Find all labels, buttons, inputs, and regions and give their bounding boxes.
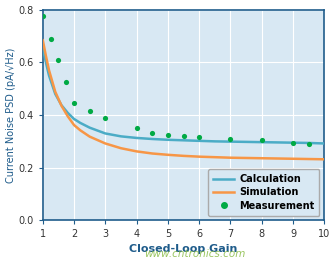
Point (228, 137, 233, 141)
Point (71, 101, 77, 105)
Point (259, 138, 264, 142)
Point (165, 133, 171, 137)
Point (290, 140, 296, 145)
Point (102, 116, 108, 120)
Point (40, 14, 45, 18)
X-axis label: Closed-Loop Gain: Closed-Loop Gain (129, 244, 238, 254)
Point (306, 142, 311, 146)
Point (197, 135, 202, 140)
Legend: Calculation, Simulation, Measurement: Calculation, Simulation, Measurement (208, 169, 320, 215)
Point (56, 58, 61, 62)
Text: www.cntronics.com: www.cntronics.com (144, 249, 246, 259)
Point (134, 126, 139, 130)
Point (64, 80, 69, 84)
Point (48, 36, 53, 41)
Point (181, 134, 186, 138)
Y-axis label: Current Noise PSD (pA/√Hz): Current Noise PSD (pA/√Hz) (6, 47, 15, 183)
Point (150, 130, 155, 135)
Point (87, 109, 92, 113)
